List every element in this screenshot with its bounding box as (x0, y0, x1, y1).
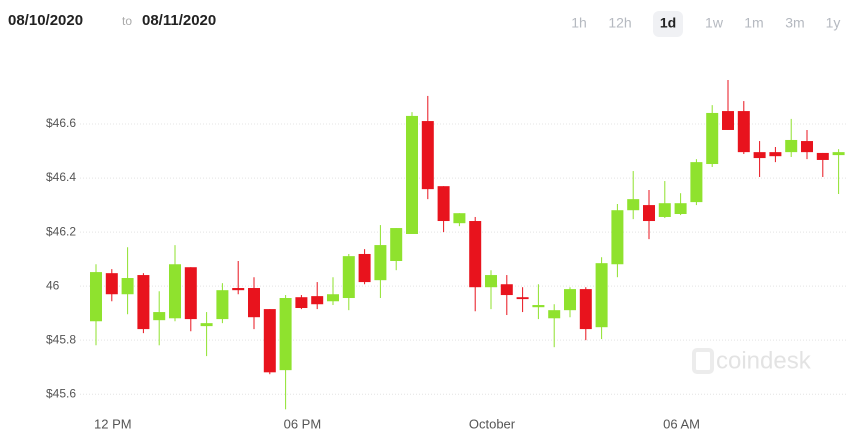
candle-body (390, 228, 403, 262)
range-button[interactable]: 1d (660, 15, 676, 31)
candle-body (627, 199, 640, 211)
candle-body (342, 256, 355, 299)
candle-body (453, 213, 466, 224)
candle-body (216, 290, 229, 320)
x-tick-label: October (469, 416, 516, 431)
candle-body (722, 111, 734, 130)
range-selector: 1h 12h 1d 1w 1m 3m 1y (571, 11, 840, 37)
candle-body (358, 253, 371, 283)
y-tick-label: $46.2 (46, 224, 76, 238)
candle-body (532, 305, 545, 308)
candle-body (184, 267, 197, 320)
candle-body (121, 278, 134, 295)
candle-body (153, 312, 166, 321)
range-button[interactable]: 3m (785, 15, 804, 31)
candle-body (579, 289, 592, 330)
candle-body (263, 309, 276, 373)
candle-body (595, 263, 608, 328)
range-highlight (653, 11, 683, 37)
candle-body (200, 323, 213, 327)
y-tick-label: $46.6 (46, 116, 76, 130)
candle-body (674, 203, 687, 214)
candle-body (295, 297, 308, 309)
candle-body (785, 139, 798, 153)
candle-body (816, 152, 829, 160)
candle-body (437, 186, 450, 222)
x-tick-label: 12 PM (94, 416, 132, 431)
candle-body (564, 289, 576, 311)
candle-body (516, 297, 529, 300)
candle-body (500, 284, 513, 296)
candle-body (421, 121, 434, 190)
y-tick-label: $45.6 (46, 386, 76, 400)
range-button[interactable]: 1w (705, 15, 724, 31)
candle-body (137, 275, 150, 330)
candle-body (279, 298, 292, 371)
y-tick-label: 46 (46, 278, 60, 292)
candle-body (548, 310, 561, 319)
candle-body (658, 203, 671, 217)
y-tick-label: $46.4 (46, 170, 76, 184)
candle-body (169, 264, 181, 319)
candle-body (737, 111, 750, 153)
candle-body (643, 205, 655, 222)
watermark-text: coindesk (716, 347, 812, 374)
range-button[interactable]: 12h (608, 15, 631, 31)
candle-body (769, 152, 782, 157)
candle-body (311, 296, 324, 305)
x-tick-label: 06 PM (284, 416, 322, 431)
plot: $45.6 $45.8 46 $46.2 $46.4 $46.6 12 PM 06 PM Oct… (46, 79, 848, 431)
range-button[interactable]: 1h (571, 15, 587, 31)
watermark: coindesk (692, 347, 812, 374)
range-button[interactable]: 1m (744, 15, 763, 31)
watermark-logo (692, 348, 714, 374)
candle-body (611, 210, 624, 265)
x-tick-label: 06 AM (663, 416, 700, 431)
candle-body (485, 275, 497, 288)
candle-body (406, 115, 418, 234)
candle-body (232, 288, 245, 291)
candle-body (327, 294, 339, 302)
y-tick-label: $45.8 (46, 332, 76, 346)
candle-body (753, 152, 766, 159)
candle-body (801, 141, 813, 153)
candle-body (832, 152, 845, 156)
candle-body (690, 162, 703, 203)
date-from: 08/10/2020 (8, 12, 83, 29)
range-button[interactable]: 1y (826, 15, 841, 31)
date-to: 08/11/2020 (142, 12, 216, 29)
candle-body (105, 273, 118, 295)
candle-body (248, 288, 260, 318)
candle-body (374, 245, 387, 281)
candle-body (90, 272, 102, 322)
candle-body (706, 112, 719, 165)
candle-body (469, 221, 482, 288)
date-separator: to (122, 14, 132, 28)
